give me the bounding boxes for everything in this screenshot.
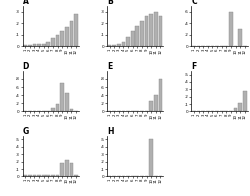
Bar — [37, 44, 41, 46]
Bar — [126, 37, 130, 46]
Bar — [238, 29, 242, 46]
Bar — [70, 163, 73, 176]
Bar — [74, 175, 78, 176]
Bar — [60, 83, 64, 112]
Bar — [24, 45, 27, 46]
Bar — [65, 160, 68, 176]
Bar — [37, 175, 41, 176]
Bar — [158, 16, 162, 46]
Bar — [154, 95, 158, 112]
Text: A: A — [22, 0, 28, 6]
Bar — [70, 109, 73, 112]
Bar — [33, 175, 36, 176]
Text: C: C — [191, 0, 197, 6]
Bar — [234, 108, 237, 112]
Bar — [149, 14, 153, 46]
Bar — [51, 108, 55, 112]
Bar — [140, 21, 144, 46]
Bar — [56, 104, 60, 112]
Bar — [56, 35, 60, 46]
Bar — [108, 45, 112, 46]
Bar — [60, 163, 64, 176]
Bar — [154, 12, 158, 46]
Bar — [145, 16, 148, 46]
Text: B: B — [107, 0, 112, 6]
Bar — [70, 21, 73, 46]
Text: H: H — [107, 127, 114, 136]
Bar — [112, 45, 116, 46]
Bar — [122, 42, 125, 46]
Bar — [42, 44, 46, 46]
Bar — [56, 175, 60, 176]
Bar — [149, 101, 153, 112]
Bar — [149, 140, 153, 176]
Bar — [117, 44, 121, 46]
Bar — [51, 175, 55, 176]
Bar — [28, 45, 32, 46]
Bar — [243, 91, 246, 112]
Bar — [46, 175, 50, 176]
Bar — [65, 93, 68, 112]
Bar — [158, 79, 162, 112]
Bar — [238, 103, 242, 112]
Bar — [51, 38, 55, 46]
Bar — [60, 31, 64, 46]
Bar — [74, 14, 78, 46]
Text: E: E — [107, 62, 112, 71]
Bar — [229, 12, 233, 46]
Bar — [65, 27, 68, 46]
Text: G: G — [22, 127, 29, 136]
Text: F: F — [191, 62, 196, 71]
Bar — [33, 44, 36, 46]
Bar — [131, 31, 134, 46]
Bar — [24, 175, 27, 176]
Bar — [28, 175, 32, 176]
Bar — [42, 175, 46, 176]
Text: D: D — [22, 62, 29, 71]
Bar — [46, 42, 50, 46]
Bar — [136, 26, 139, 46]
